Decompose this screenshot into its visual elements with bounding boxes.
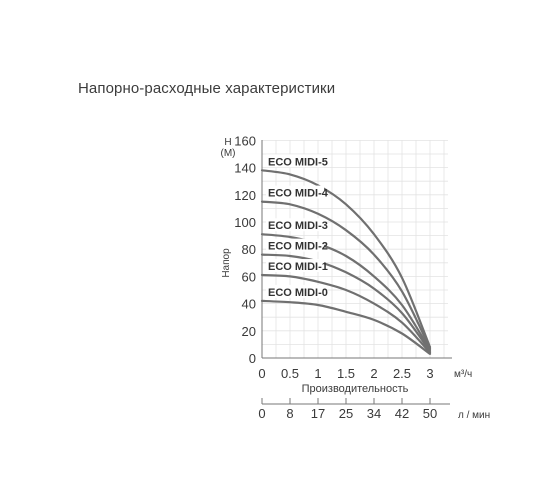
x-tick-label: 1 xyxy=(314,366,321,381)
series-label-background xyxy=(266,218,324,232)
x-tick-label: 0 xyxy=(258,366,265,381)
curve-eco-midi-5 xyxy=(260,169,432,349)
x2-tick-label: 17 xyxy=(311,406,325,421)
series-label-background xyxy=(266,259,324,273)
series-label: ECO MIDI-0 xyxy=(268,287,328,299)
series-label-background xyxy=(266,284,324,298)
y-tick-label: 40 xyxy=(242,297,256,312)
chart-curves xyxy=(260,169,432,355)
series-label: ECO MIDI-1 xyxy=(268,261,328,273)
y-axis-unit: (М) xyxy=(221,148,236,159)
x-axis-unit: м³/ч xyxy=(454,369,472,380)
series-label-background xyxy=(266,185,324,199)
x2-axis-unit: л / мин xyxy=(458,410,490,421)
y-tick-label: 20 xyxy=(242,324,256,339)
x2-tick-label: 0 xyxy=(258,406,265,421)
series-label: ECO MIDI-3 xyxy=(268,220,328,232)
y-tick-label: 80 xyxy=(242,242,256,257)
chart-axes: 0 20 40 60 80 100 120 140 160 0 0.5 1 1.5 2 2.5 3 0 8 17 25… xyxy=(234,133,452,421)
y-tick-label: 160 xyxy=(234,133,256,148)
series-label: ECO MIDI-4 xyxy=(268,188,329,200)
y-axis-symbol: H xyxy=(224,137,231,148)
x2-tick-label: 34 xyxy=(367,406,381,421)
x-axis-title: Производительность xyxy=(302,383,409,395)
x-tick-label: 2 xyxy=(370,366,377,381)
x-tick-label: 3 xyxy=(426,366,433,381)
curve-eco-midi-1 xyxy=(260,273,432,354)
series-label: ECO MIDI-5 xyxy=(268,156,328,168)
page-title: Напорно-расходные характеристики xyxy=(78,80,336,97)
x2-tick-label: 50 xyxy=(423,406,437,421)
y-axis-title: Напор xyxy=(221,248,232,278)
chart-labels: Производительность м³/ч л / мин H(М) Напор EC… xyxy=(221,137,491,421)
y-tick-label: 140 xyxy=(234,161,256,176)
x-tick-label: 1.5 xyxy=(337,366,355,381)
y-tick-label: 0 xyxy=(249,351,256,366)
y-tick-label: 60 xyxy=(242,269,256,284)
curve-eco-midi-2 xyxy=(260,253,432,353)
series-label-background xyxy=(266,154,324,168)
x-tick-label: 2.5 xyxy=(393,366,411,381)
y-tick-label: 100 xyxy=(234,215,256,230)
x2-tick-label: 42 xyxy=(395,406,409,421)
x-tick-label: 0.5 xyxy=(281,366,299,381)
x2-tick-label: 8 xyxy=(286,406,293,421)
curve-eco-midi-3 xyxy=(260,233,432,351)
y-tick-label: 120 xyxy=(234,188,256,203)
series-label: ECO MIDI-2 xyxy=(268,241,328,253)
curve-eco-midi-0 xyxy=(260,299,432,355)
x2-tick-label: 25 xyxy=(339,406,353,421)
curve-eco-midi-4 xyxy=(260,200,432,350)
series-label-background xyxy=(266,238,324,252)
